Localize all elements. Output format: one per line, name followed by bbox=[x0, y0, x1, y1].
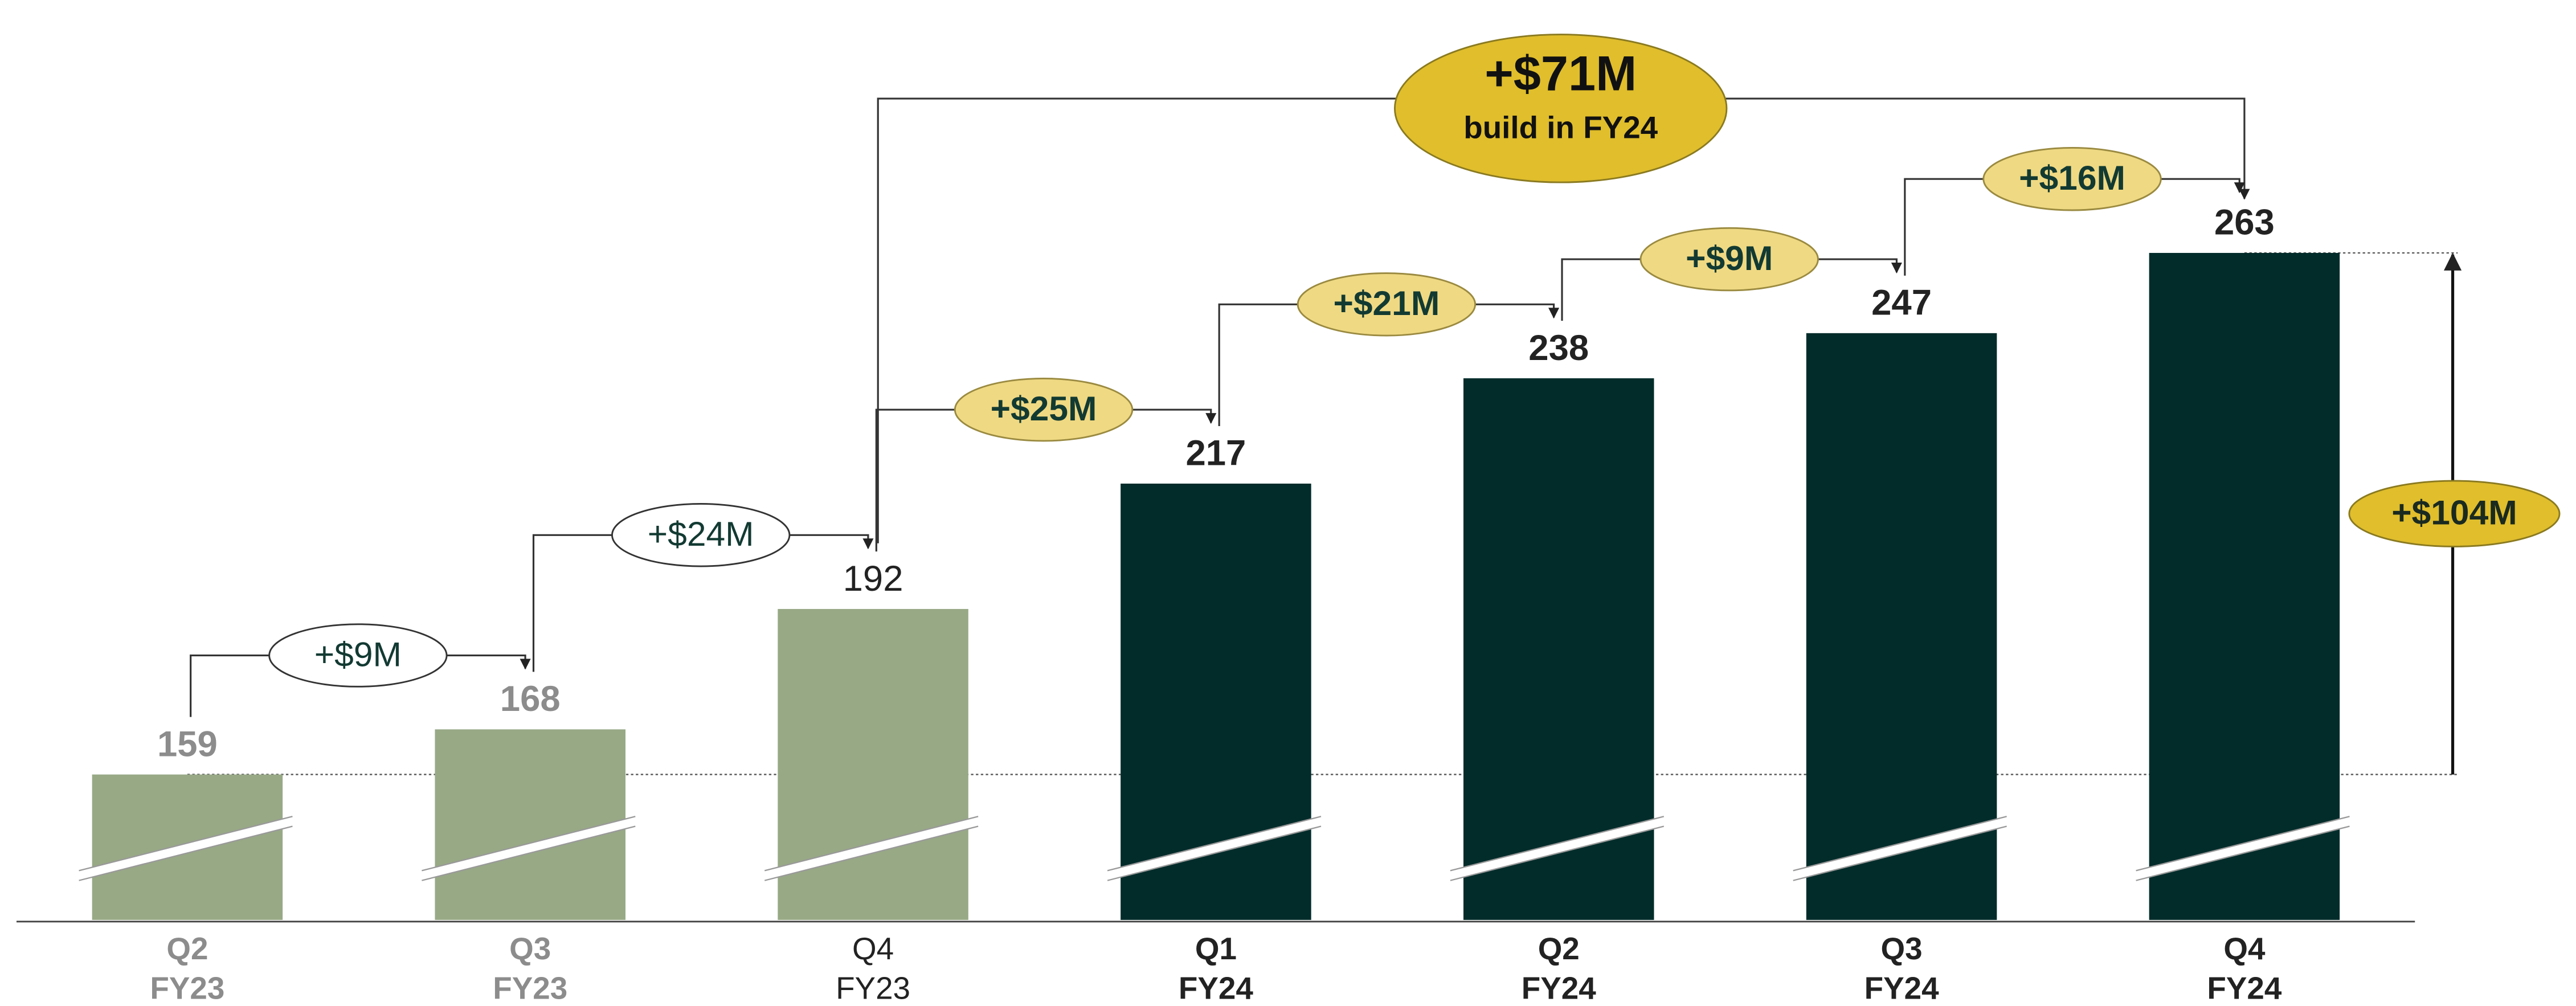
build-label: +$71M bbox=[1485, 46, 1637, 101]
change-label: +$21M bbox=[1333, 284, 1440, 322]
x-tick-label: FY23 bbox=[150, 970, 224, 1005]
x-tick-label: Q2 bbox=[166, 931, 208, 966]
change-label: +$24M bbox=[648, 514, 754, 553]
x-tick-label: Q4 bbox=[852, 931, 894, 966]
change-label: +$25M bbox=[991, 389, 1097, 428]
value-label: 192 bbox=[843, 559, 903, 599]
bar bbox=[778, 609, 968, 920]
axis-break-edge bbox=[764, 816, 979, 872]
value-label: 247 bbox=[1871, 283, 1932, 323]
axis-break-edge bbox=[1450, 816, 1665, 872]
x-tick-label: FY24 bbox=[1179, 970, 1253, 1005]
axis-break bbox=[1106, 816, 1323, 881]
axis-break-edge bbox=[2136, 825, 2350, 881]
axis-break-edge bbox=[79, 825, 293, 881]
axis-break bbox=[1792, 816, 2008, 881]
axis-break-edge bbox=[764, 825, 979, 881]
total-badge bbox=[2348, 480, 2561, 547]
value-label: 238 bbox=[1528, 328, 1589, 368]
value-label: 217 bbox=[1185, 434, 1246, 473]
value-label: 263 bbox=[2214, 203, 2275, 243]
x-tick-label: Q3 bbox=[1881, 931, 1923, 966]
axis-break-edge bbox=[422, 825, 636, 881]
axis-break bbox=[763, 816, 980, 881]
change-badge bbox=[1297, 272, 1477, 337]
change-badge bbox=[1982, 146, 2162, 211]
x-tick-label: Q2 bbox=[1538, 931, 1580, 966]
axis-break-edge bbox=[1450, 825, 1665, 881]
axis-break-edge bbox=[1793, 825, 2007, 881]
x-tick-label: Q1 bbox=[1195, 931, 1237, 966]
change-badge bbox=[268, 623, 448, 688]
bar bbox=[2149, 252, 2340, 920]
axis-break-edge bbox=[422, 816, 636, 872]
change-label: +$9M bbox=[314, 635, 402, 673]
value-label: 159 bbox=[157, 724, 218, 764]
axis-break-edge bbox=[1793, 816, 2007, 872]
x-tick-label: Q3 bbox=[509, 931, 551, 966]
bar bbox=[1806, 333, 1997, 920]
axis-break bbox=[420, 816, 637, 881]
axis-break bbox=[1449, 816, 1665, 881]
build-text: build in FY24 bbox=[1463, 109, 1658, 145]
build-badge bbox=[1394, 34, 1728, 183]
axis-break-edge bbox=[1107, 825, 1322, 881]
change-label: +$9M bbox=[1686, 239, 1773, 277]
axis-break bbox=[77, 816, 294, 881]
axis-break-edge bbox=[79, 816, 293, 872]
x-tick-label: FY23 bbox=[836, 970, 910, 1005]
bar bbox=[1121, 483, 1311, 920]
bar bbox=[435, 729, 625, 920]
axis-break-edge bbox=[1107, 816, 1322, 872]
x-tick-label: FY24 bbox=[1522, 970, 1596, 1005]
x-tick-label: Q4 bbox=[2223, 931, 2266, 966]
total-label: +$104M bbox=[2391, 493, 2517, 532]
bar bbox=[1463, 378, 1654, 920]
value-label: 168 bbox=[500, 679, 561, 719]
change-badge bbox=[611, 503, 791, 567]
x-tick-label: FY23 bbox=[493, 970, 567, 1005]
x-tick-label: FY24 bbox=[2207, 970, 2281, 1005]
change-label: +$16M bbox=[2019, 158, 2125, 197]
change-badge bbox=[954, 377, 1134, 442]
change-badge bbox=[1639, 227, 1819, 292]
axis-break bbox=[2135, 816, 2351, 881]
x-tick-label: FY24 bbox=[1864, 970, 1939, 1005]
axis-break-edge bbox=[2136, 816, 2350, 872]
